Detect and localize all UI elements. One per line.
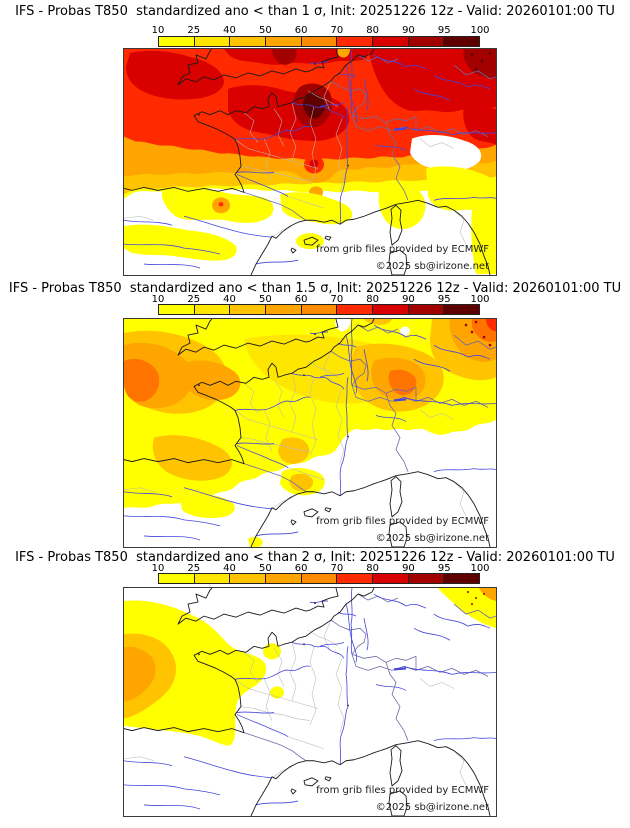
colorbar-segment <box>337 305 374 314</box>
colorbar-segment <box>159 305 195 314</box>
colorbar-tick-label: 70 <box>330 25 344 36</box>
colorbar-tick-label: 100 <box>470 563 490 574</box>
attribution-line-2: ©2025 sb@irizone.net <box>375 261 489 272</box>
panel-1-colorbar <box>158 36 480 47</box>
colorbar-tick-label: 100 <box>470 294 490 305</box>
colorbar-segment <box>337 574 374 583</box>
colorbar-tick-label: 70 <box>330 563 344 574</box>
attribution-line-1: from grib files provided by ECMWF <box>316 244 489 255</box>
panel-3-colorbar-ticks: 10 25 40 50 60 70 80 90 95 100 <box>152 563 490 574</box>
colorbar-tick-label: 90 <box>402 25 415 36</box>
colorbar-segment <box>444 305 480 314</box>
colorbar-tick-label: 80 <box>366 563 380 574</box>
geography-layer <box>124 49 496 275</box>
colorbar-tick-label: 40 <box>223 294 236 305</box>
panel-3-probability-map: from grib files provided by ECMWF ©2025 … <box>123 587 497 817</box>
colorbar-tick-label: 50 <box>258 563 272 574</box>
colorbar-tick-label: 25 <box>187 563 201 574</box>
panel-1-colorbar-ticks: 10 25 40 50 60 70 80 90 95 100 <box>152 25 490 36</box>
colorbar-segment <box>194 574 231 583</box>
colorbar-segment <box>301 305 338 314</box>
panel-3-colorbar <box>158 573 480 584</box>
panel-2-map-svg <box>124 319 496 547</box>
colorbar-segment <box>230 305 267 314</box>
colorbar-segment <box>230 574 267 583</box>
colorbar-segment <box>159 37 195 46</box>
colorbar-tick-label: 10 <box>151 563 165 574</box>
coastline-layer <box>124 49 491 275</box>
colorbar-tick-label: 40 <box>223 563 236 574</box>
colorbar-tick-label: 50 <box>258 294 272 305</box>
colorbar-tick-label: 10 <box>151 25 165 36</box>
colorbar-segment <box>266 37 302 46</box>
colorbar-segment <box>301 574 338 583</box>
colorbar-tick-label: 90 <box>402 563 415 574</box>
panel-2-probability-map: from grib files provided by ECMWF ©2025 … <box>123 318 497 548</box>
colorbar-segment <box>408 37 445 46</box>
colorbar-segment <box>373 574 409 583</box>
panel-3-probability-regions <box>124 588 496 746</box>
colorbar-tick-label: 40 <box>223 25 236 36</box>
colorbar-tick-label: 25 <box>187 294 201 305</box>
colorbar-tick-label: 100 <box>470 25 490 36</box>
attribution-line-2: ©2025 sb@irizone.net <box>375 802 489 813</box>
colorbar-tick-label: 95 <box>437 563 451 574</box>
colorbar-segment <box>373 305 409 314</box>
colorbar-tick-label: 80 <box>366 294 380 305</box>
city-dots <box>198 63 349 167</box>
attribution-line-1: from grib files provided by ECMWF <box>316 516 489 527</box>
rivers-layer <box>124 49 496 269</box>
panel-1-map-svg <box>124 49 496 275</box>
panel-2-colorbar <box>158 304 480 315</box>
colorbar-segment <box>194 37 231 46</box>
department-borders-layer <box>124 80 467 245</box>
colorbar-segment <box>444 574 480 583</box>
colorbar-tick-label: 25 <box>187 25 201 36</box>
colorbar-segment <box>373 37 409 46</box>
colorbar-segment <box>408 574 445 583</box>
colorbar-segment <box>337 37 374 46</box>
colorbar-tick-label: 80 <box>366 25 380 36</box>
colorbar-tick-label: 95 <box>437 294 451 305</box>
country-borders-layer <box>243 54 496 221</box>
colorbar-segment <box>159 574 195 583</box>
panel-3-title: IFS - Probas T850 standardized ano < tha… <box>15 550 615 565</box>
panel-3-map-svg <box>124 588 496 816</box>
colorbar-tick-label: 60 <box>294 294 308 305</box>
colorbar-segment <box>230 37 267 46</box>
panel-1-probability-regions <box>124 49 496 275</box>
attribution-line-1: from grib files provided by ECMWF <box>316 785 489 796</box>
colorbar-tick-label: 50 <box>258 25 272 36</box>
colorbar-tick-label: 70 <box>330 294 344 305</box>
colorbar-tick-label: 60 <box>294 563 308 574</box>
panel-2-colorbar-ticks: 10 25 40 50 60 70 80 90 95 100 <box>152 294 490 305</box>
panel-2-probability-regions <box>124 319 496 547</box>
colorbar-segment <box>266 574 302 583</box>
colorbar-segment <box>301 37 338 46</box>
colorbar-segment <box>266 305 302 314</box>
lake-geneva <box>393 127 407 131</box>
colorbar-tick-label: 60 <box>294 25 308 36</box>
panel-1-title: IFS - Probas T850 standardized ano < tha… <box>15 4 615 19</box>
panel-2-title: IFS - Probas T850 standardized ano < tha… <box>8 281 622 296</box>
panel-1-probability-map: from grib files provided by ECMWF ©2025 … <box>123 48 497 276</box>
colorbar-segment <box>194 305 231 314</box>
colorbar-tick-label: 10 <box>151 294 165 305</box>
colorbar-segment <box>408 305 445 314</box>
colorbar-segment <box>444 37 480 46</box>
attribution-line-2: ©2025 sb@irizone.net <box>375 533 489 544</box>
colorbar-tick-label: 95 <box>437 25 451 36</box>
colorbar-tick-label: 90 <box>402 294 415 305</box>
